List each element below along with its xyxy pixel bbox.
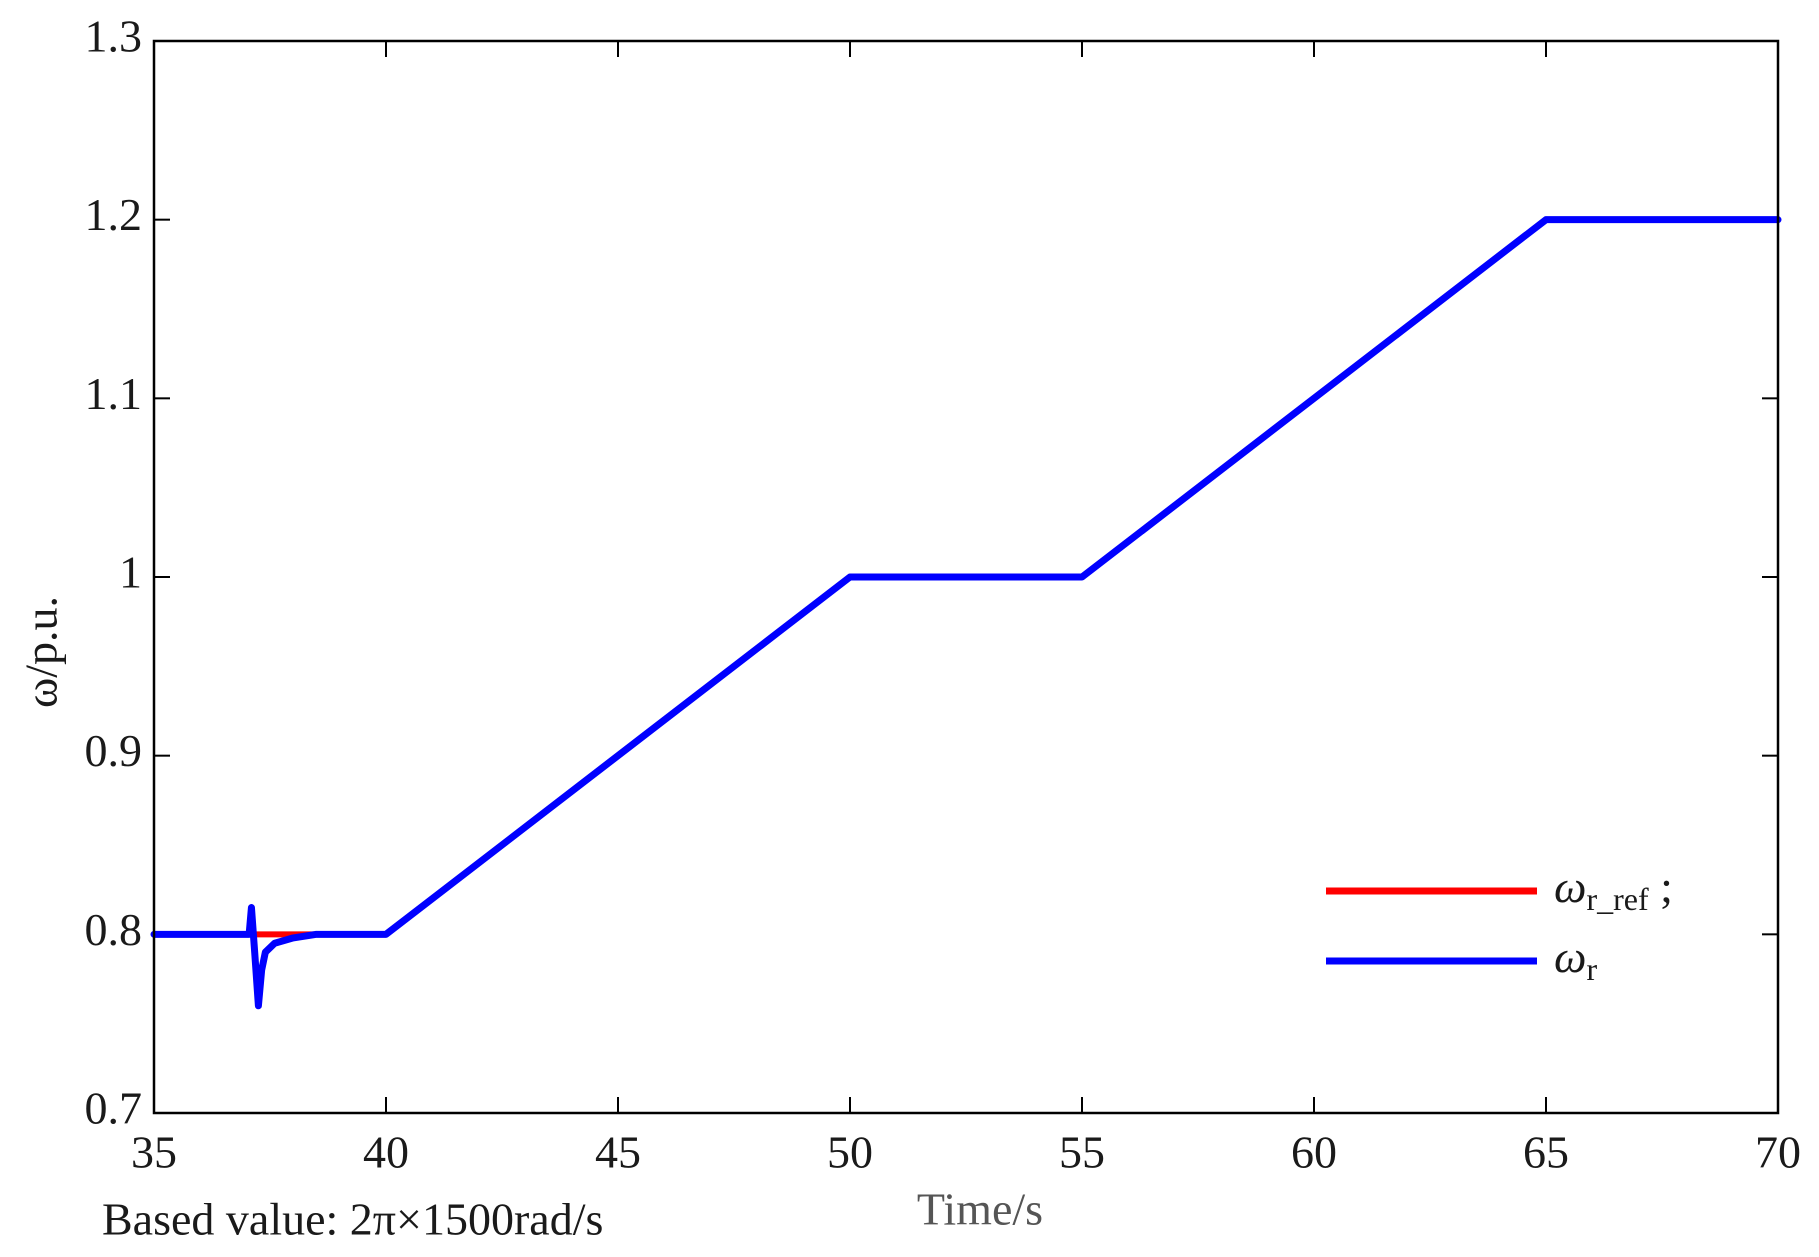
x-tick-label: 50 bbox=[827, 1127, 873, 1178]
y-tick-label: 0.8 bbox=[85, 904, 143, 955]
legend-label: ωr bbox=[1554, 931, 1597, 988]
y-tick-label: 0.7 bbox=[85, 1083, 143, 1134]
y-tick-label: 0.9 bbox=[85, 725, 143, 776]
y-tick-label: 1.3 bbox=[85, 11, 143, 62]
x-tick-label: 40 bbox=[363, 1127, 409, 1178]
legend-label: ωr_ref ; bbox=[1554, 861, 1673, 918]
x-axis-label: Time/s bbox=[917, 1184, 1043, 1235]
x-tick-label: 55 bbox=[1059, 1127, 1105, 1178]
x-tick-label: 45 bbox=[595, 1127, 641, 1178]
series-line bbox=[150, 216, 1782, 1010]
x-tick-label: 35 bbox=[131, 1127, 177, 1178]
x-tick-label: 70 bbox=[1755, 1127, 1801, 1178]
y-tick-label: 1.2 bbox=[85, 189, 143, 240]
y-tick-label: 1.1 bbox=[85, 368, 143, 419]
y-tick-label: 1 bbox=[119, 547, 142, 598]
plot-frame bbox=[152, 39, 1780, 1115]
x-tick-label: 60 bbox=[1291, 1127, 1337, 1178]
y-axis-label: ω/p.u. bbox=[16, 596, 67, 708]
annotation: Based value: 2π×1500rad/s bbox=[102, 1194, 603, 1245]
x-tick-label: 65 bbox=[1523, 1127, 1569, 1178]
